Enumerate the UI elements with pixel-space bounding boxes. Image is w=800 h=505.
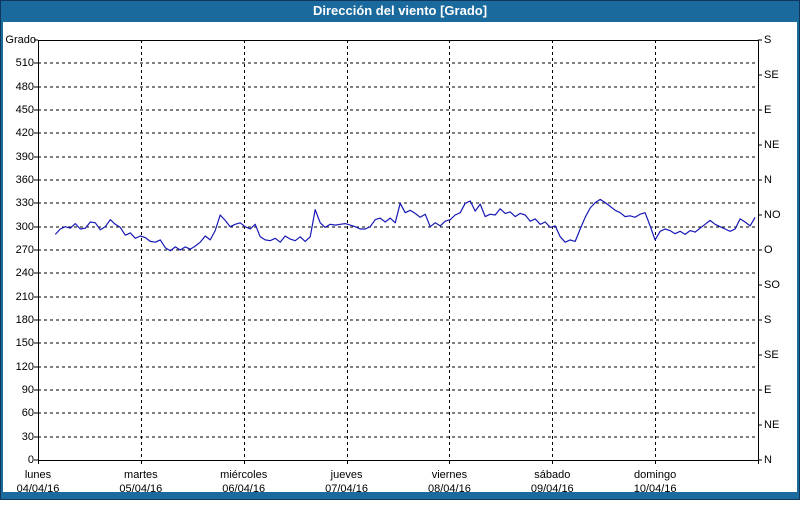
day-date-label: 07/04/16 (325, 483, 368, 495)
y-tick-label: 330 (15, 197, 34, 210)
compass-tick-label: SE (764, 349, 779, 361)
compass-tick-label: N (764, 174, 772, 186)
compass-tick-label: N (764, 454, 772, 466)
y-tick-label: 90 (21, 384, 34, 396)
compass-tick-label: SO (764, 279, 780, 291)
day-name-label: domingo (634, 469, 677, 481)
day-name-label: sábado (534, 469, 571, 481)
y-tick-label: 0 (27, 454, 34, 466)
compass-tick-label: O (764, 244, 773, 256)
y-tick-label: 30 (21, 430, 34, 443)
compass-tick-label: E (764, 384, 772, 396)
day-name-label: jueves (330, 469, 363, 481)
day-date-label: 09/04/16 (530, 483, 574, 495)
y-tick-label: 240 (15, 267, 34, 280)
y-tick-label: 270 (15, 244, 34, 256)
day-name-label: miércoles (220, 469, 268, 481)
y-tick-label: 390 (15, 150, 34, 163)
chart-title-bar: Dirección del viento [Grado] (0, 0, 800, 22)
wind-direction-line (54, 198, 756, 252)
day-date-label: 08/04/16 (428, 483, 471, 495)
y-tick-label: 210 (15, 290, 34, 303)
compass-tick-label: SE (764, 69, 779, 81)
compass-tick-label: S (764, 34, 772, 46)
day-date-label: 05/04/16 (119, 483, 163, 495)
y-tick-label: 360 (15, 174, 34, 186)
y-tick-label: 480 (15, 80, 34, 93)
compass-tick-label: NO (764, 209, 781, 221)
day-name-label: lunes (24, 469, 52, 481)
y-tick-label: 180 (15, 314, 34, 326)
compass-tick-label: NE (764, 419, 780, 431)
day-name-label: martes (124, 469, 158, 481)
y-tick-label: 150 (15, 337, 34, 350)
day-name-label: viernes (431, 469, 468, 481)
chart-title: Dirección del viento [Grado] (312, 3, 488, 18)
day-date-label: 06/04/16 (222, 483, 266, 495)
compass-tick-label: S (764, 314, 772, 326)
y-tick-label: 510 (15, 57, 34, 70)
compass-tick-label: NE (764, 139, 780, 151)
y-tick-label: 300 (15, 220, 34, 233)
y-tick-label: 60 (21, 407, 34, 420)
compass-tick-label: E (764, 104, 772, 116)
y-tick-label: 120 (15, 360, 34, 373)
y-tick-label: 450 (15, 104, 34, 116)
day-date-label: 10/04/16 (633, 483, 677, 495)
y-axis-title: Grado (5, 34, 36, 46)
chart-canvas (3, 22, 797, 492)
day-date-label: 04/04/16 (16, 483, 60, 495)
y-tick-label: 420 (15, 127, 34, 140)
